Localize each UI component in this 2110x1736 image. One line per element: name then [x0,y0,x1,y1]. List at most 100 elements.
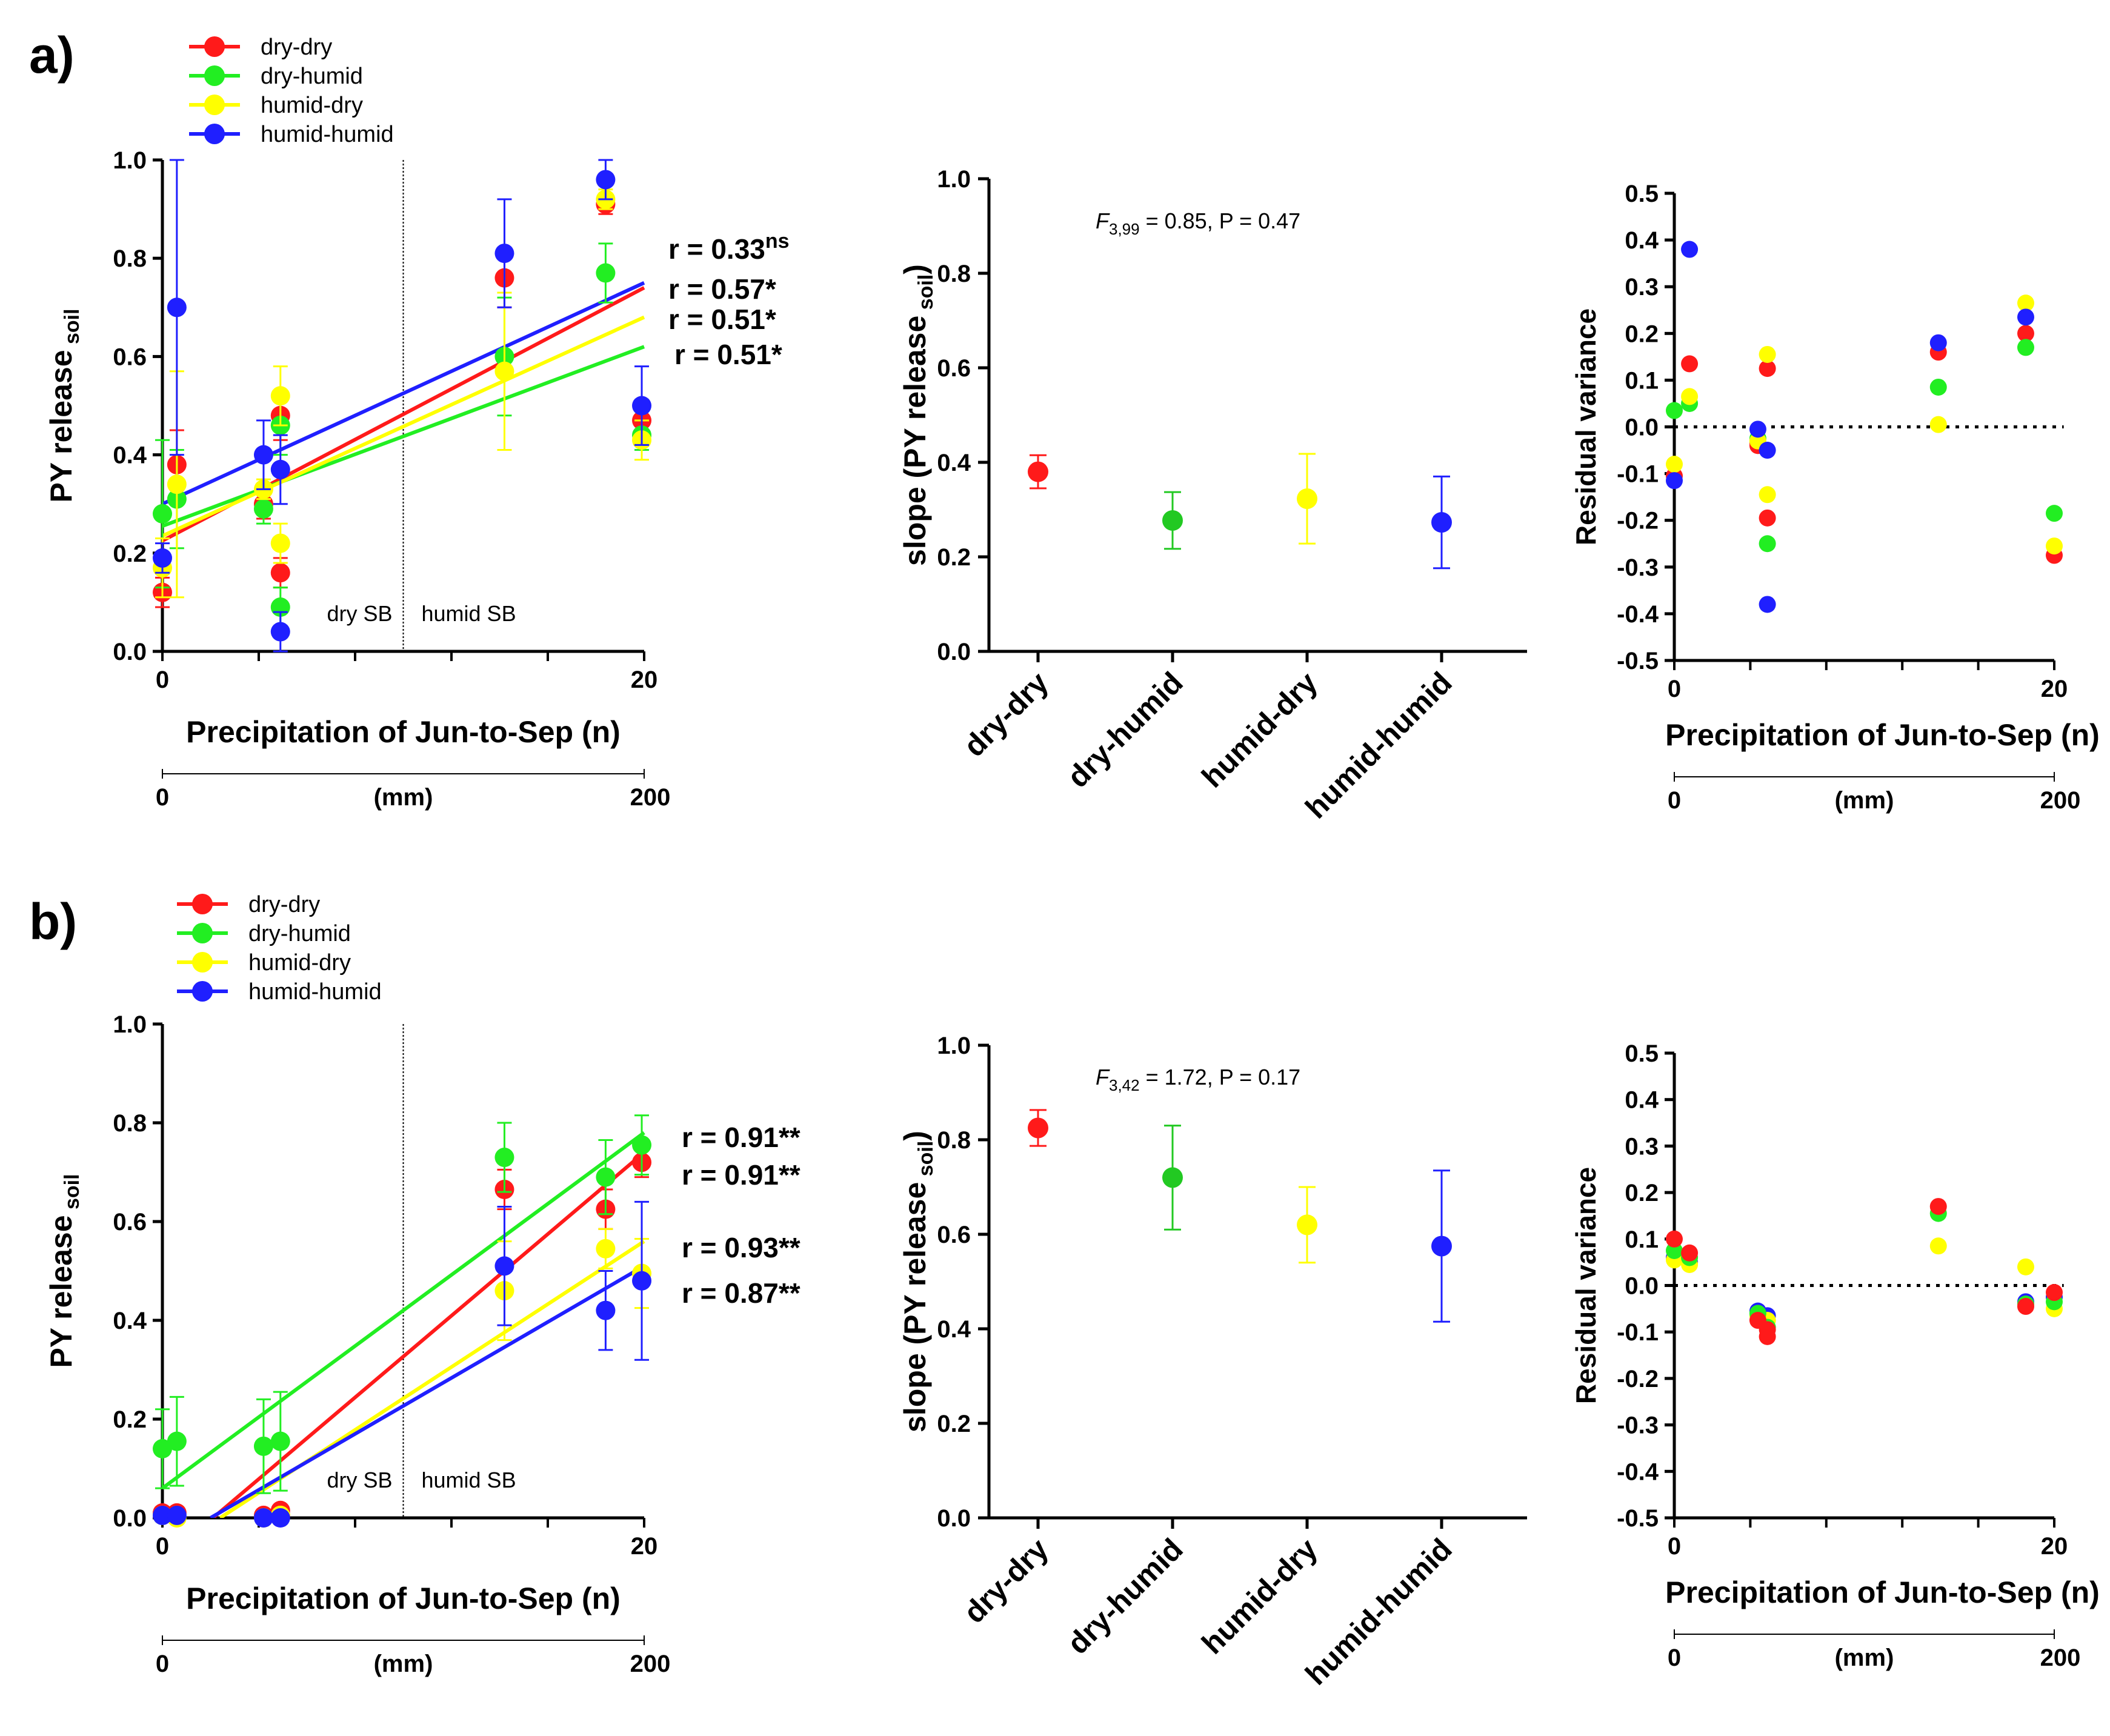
y-axis-title-end: ) [898,264,932,274]
data-point [1028,1117,1048,1139]
r-label: r = 0.51* [668,304,776,335]
stat-sub: 3,42 [1109,1076,1140,1094]
data-point-dry-humid [632,1135,652,1155]
fit-line-humid-humid [162,281,645,506]
data-point-humid-humid [1681,241,1699,258]
data-point-humid-humid [494,244,514,264]
panel-letter-a: a) [29,27,75,84]
data-point-dry-dry [2017,325,2034,342]
y-tick-label: 0.2 [113,1406,147,1433]
y-tick-label: 0.3 [1625,1133,1659,1160]
secondary-tick-label: 0 [156,1651,169,1677]
legend-item: humid-humid [189,122,394,147]
legend-marker [192,894,213,914]
secondary-axis-unit: (mm) [1835,787,1894,814]
x-category-label: humid-dry [1195,665,1324,794]
secondary-axis-unit: (mm) [1835,1645,1894,1671]
data-point-humid-dry [167,474,187,494]
stat-f: F [1096,1065,1110,1089]
y-tick-label: 0.0 [113,1505,147,1532]
b-slope-chart: 0.0 0.2 0.4 0.6 0.8 1.0 dry-dry dry-humid humid-… [898,1033,1527,1692]
data-point-humid-dry [1929,1237,1947,1255]
y-tick-label: 0.0 [937,639,971,665]
x-tick-label: 0 [1668,676,1681,702]
data-point-dry-humid [596,263,616,283]
y-tick-label: -0.2 [1617,1366,1659,1392]
a-slope-chart: 0.0 0.2 0.4 0.6 0.8 1.0 dry-dry dry-humid humid-… [898,166,1527,825]
y-tick-label: 0.8 [113,245,147,272]
data-point-dry-humid [253,1436,273,1456]
r-labels-b: r = 0.91** r = 0.91** r = 0.93** r = 0.8… [682,1122,800,1309]
r-label: r = 0.87** [682,1277,800,1309]
annotation-humid-sb: humid SB [422,1468,516,1492]
data-point-dry-dry [1759,360,1776,377]
data-point-humid-dry [1929,416,1947,433]
data-point-dry-dry [2017,1298,2034,1315]
y-tick-label: 0.8 [113,1110,147,1137]
data-point-dry-humid [596,1167,616,1187]
stat-text-a: F3,99 = 0.85, P = 0.47 [1096,208,1300,238]
x-category-label: dry-humid [1060,1532,1189,1660]
y-tick-label: 0.1 [1625,1226,1659,1253]
legend-item: humid-dry [189,93,363,118]
data-point-dry-dry [1681,1244,1699,1262]
legend-marker [192,923,213,943]
data-point [1297,1214,1317,1235]
legend-marker [204,65,225,86]
data-point-humid-dry [2017,294,2034,312]
y-tick-label: 0.4 [113,1308,147,1334]
legend-b: dry-dry dry-humid humid-dry humid-humid [177,892,382,1005]
legend-label: humid-humid [261,122,394,147]
y-tick-label: 0.5 [1625,181,1659,207]
x-tick-label: 20 [631,1533,658,1560]
legend-label: dry-humid [248,921,351,946]
data-point-humid-dry [596,1239,616,1259]
data-point-humid-dry [270,386,290,406]
y-tick-label: 0.0 [937,1505,971,1532]
legend-label: dry-humid [261,64,363,89]
data-point-dry-humid [153,1438,172,1458]
y-axis-title: Residual variance [1570,1167,1602,1404]
y-tick-label: 0.2 [937,544,971,571]
legend-label: dry-dry [261,35,332,60]
data-point-humid-dry [270,533,290,553]
fit-line-dry-humid [162,1131,645,1490]
x-tick-label: 20 [2041,1533,2068,1560]
y-axis-title: PY release soil [44,1174,84,1368]
y-tick-label: 0.6 [937,1222,971,1248]
legend-label: humid-dry [261,93,363,118]
b-residual-chart: -0.5 -0.4 -0.3 -0.2 -0.1 0.0 0.1 0.2 0.3 0.4 0.5 0 2… [1570,1040,2100,1671]
fit-line-dry-humid [162,345,645,528]
r-label-sup: ns [765,230,790,253]
annotation-dry-sb: dry SB [327,1468,392,1492]
data-point-humid-dry [1759,486,1776,504]
data-point-humid-humid [270,459,290,479]
data-point-humid-humid [632,1271,652,1291]
r-label: r = 0.57* [668,273,776,305]
fit-line-humid-humid [209,1264,645,1518]
y-tick-label: 0.2 [113,540,147,567]
legend-item: dry-dry [189,35,332,60]
data-point-dry-humid [270,1431,290,1451]
stat-sub: 3,99 [1109,220,1140,238]
data-point-humid-humid [167,1505,187,1525]
data-point-dry-humid [1666,1242,1683,1259]
x-axis-title: Precipitation of Jun-to-Sep (n) [1665,718,2100,752]
y-tick-label: 0.2 [1625,1180,1659,1206]
data-point-humid-humid [596,170,616,190]
stat-rest: = 0.85, P = 0.47 [1140,208,1301,233]
y-tick-label: 0.2 [1625,321,1659,347]
data-point-humid-humid [1759,442,1776,459]
y-axis-title-main: slope (PY release [898,316,932,566]
legend-marker [204,36,225,57]
y-tick-label: 0.6 [937,355,971,382]
x-category-label: dry-dry [957,1532,1055,1630]
stat-rest: = 1.72, P = 0.17 [1140,1065,1301,1089]
y-axis-title: PY release soil [44,308,84,502]
legend-marker [204,124,225,144]
y-tick-label: 0.4 [1625,1087,1659,1114]
r-label-text: r = 0.33 [668,233,765,265]
y-tick-label: 1.0 [113,1011,147,1038]
y-tick-label: -0.5 [1617,648,1659,674]
data-point-dry-dry [1681,355,1699,373]
